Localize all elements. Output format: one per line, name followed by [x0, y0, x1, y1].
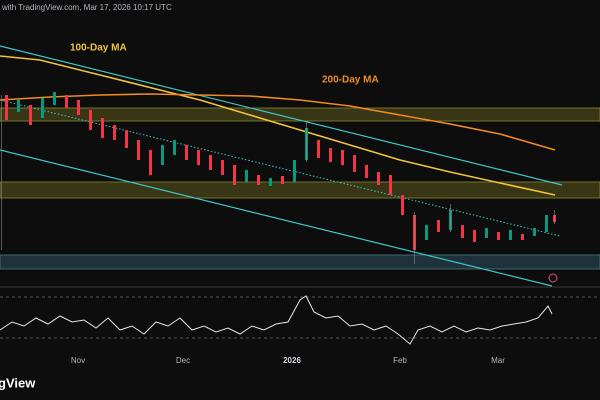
x-tick-label: Nov — [71, 356, 85, 365]
x-tick-label: Dec — [176, 356, 190, 365]
x-tick-label: Mar — [491, 356, 505, 365]
header-text: with TradingView.com, Mar 17, 2026 10:17… — [1, 3, 172, 12]
ma200-line — [0, 93, 556, 151]
support-zone — [0, 254, 600, 270]
resistance-zone — [0, 107, 600, 122]
event-marker — [548, 273, 558, 283]
ma100-label: 100-Day MA — [70, 43, 127, 54]
logo-text: gView — [0, 375, 36, 390]
x-axis: Nov Dec 2026 Feb Mar — [71, 356, 505, 365]
candles — [1, 92, 556, 264]
x-tick-label: Feb — [393, 356, 407, 365]
wicks — [1, 95, 555, 264]
rsi-line — [0, 295, 553, 345]
trend-line — [0, 99, 561, 237]
channel-lower — [0, 149, 553, 287]
resistance-zone — [0, 181, 600, 199]
channel-upper — [0, 45, 563, 186]
ma200-label: 200-Day MA — [322, 75, 379, 86]
ma100-line — [0, 55, 556, 196]
x-tick-label: 2026 — [283, 356, 301, 365]
